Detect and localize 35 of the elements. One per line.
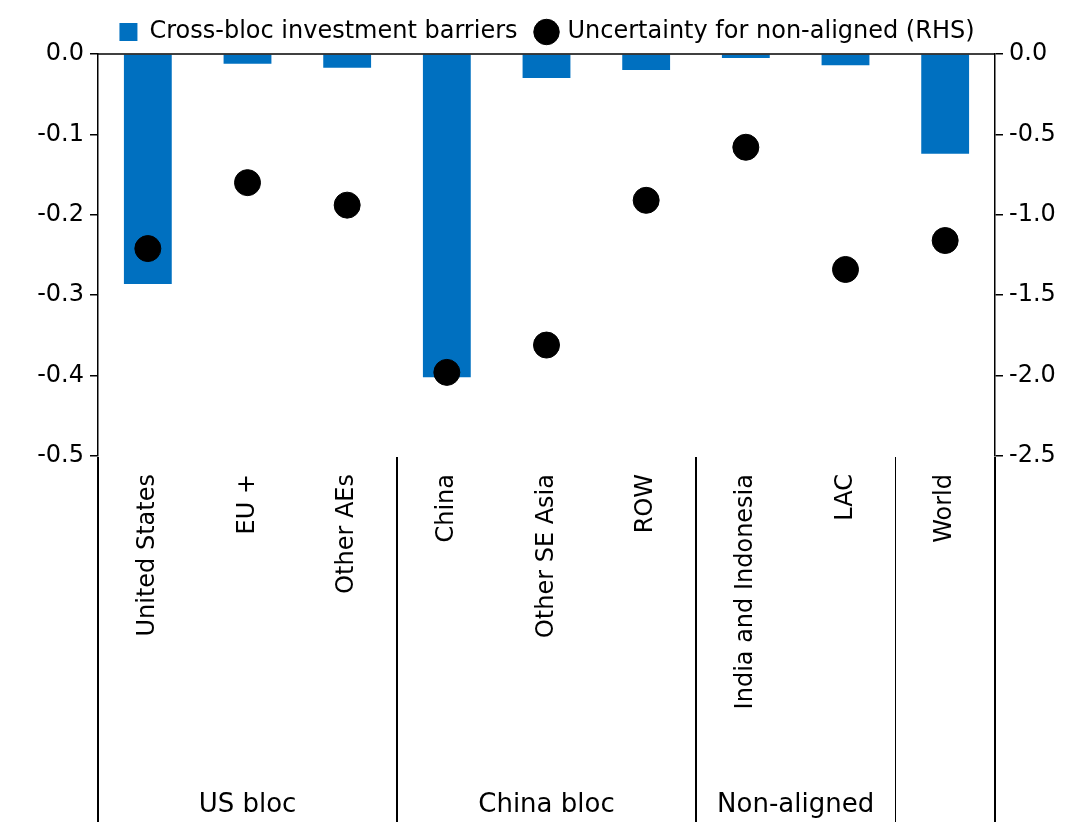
point	[333, 191, 361, 219]
y-tick-label: -0.1	[37, 118, 84, 147]
y-tick-label: -0.3	[37, 279, 84, 308]
text: China bloc	[478, 787, 615, 818]
x-tick-label: ROW	[630, 474, 659, 534]
point	[234, 169, 261, 197]
y-tick-label: -0.4	[37, 359, 84, 388]
point	[632, 186, 660, 214]
x-tick-label: EU +	[231, 474, 260, 535]
x-tick-label: World	[929, 474, 958, 543]
text: Non-aligned	[717, 787, 875, 818]
point	[832, 255, 859, 283]
x-tick-label: China	[431, 474, 460, 543]
y-tick-label: -0.2	[37, 199, 84, 228]
point	[433, 358, 461, 386]
text: US bloc	[198, 787, 297, 818]
y2-tick-label: -0.5	[1009, 118, 1056, 147]
point	[732, 133, 760, 161]
y-tick-label: -0.5	[37, 440, 84, 469]
y2-tick-label: -1.5	[1009, 279, 1056, 308]
legend-label: Cross-bloc investment barriers	[149, 16, 518, 45]
x-tick-label: LAC	[829, 474, 858, 521]
y2-tick-label: 0.0	[1009, 38, 1048, 67]
point	[931, 227, 959, 255]
y2-tick-label: -1.0	[1009, 199, 1056, 228]
x-tick-label: India and Indonesia	[730, 474, 759, 710]
x-tick-label: United States	[132, 474, 161, 637]
y2-tick-label: -2.5	[1009, 440, 1056, 469]
x-tick-label: Other AEs	[331, 474, 360, 594]
point	[533, 331, 560, 359]
x-tick-label: Other SE Asia	[530, 474, 559, 639]
legend-label: Uncertainty for non-aligned (RHS)	[567, 16, 975, 45]
point	[134, 235, 162, 263]
y-tick-label: 0.0	[45, 38, 84, 67]
y2-tick-label: -2.0	[1009, 359, 1056, 388]
